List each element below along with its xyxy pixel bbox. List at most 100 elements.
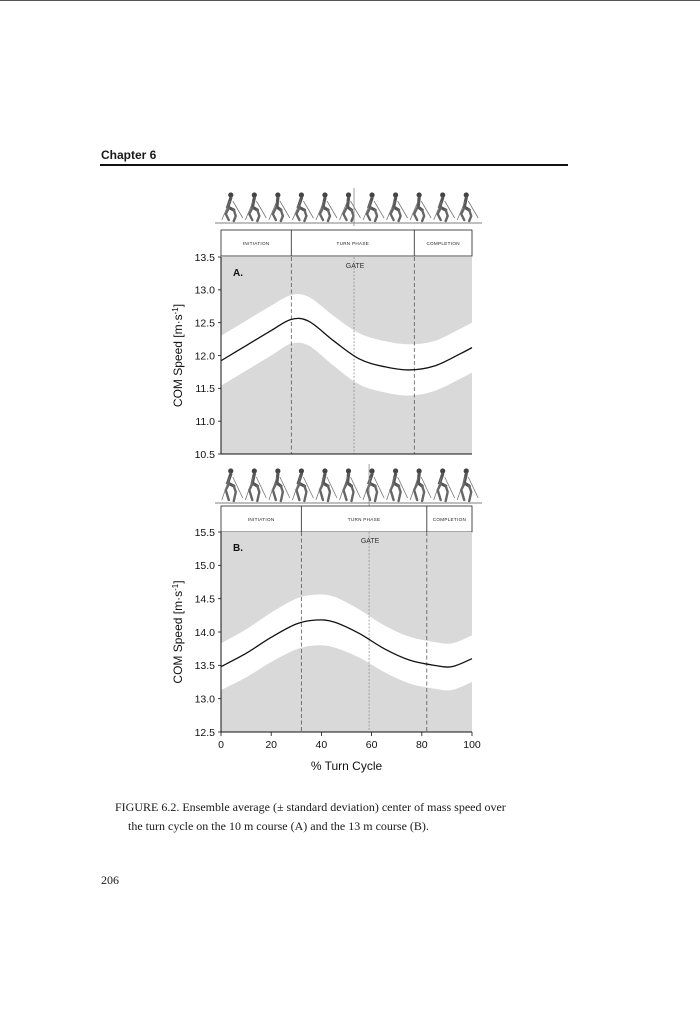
phase-label: TURN PHASE — [348, 517, 381, 522]
skier-legs — [342, 206, 355, 223]
caption-line-2: the turn cycle on the 10 m course (A) an… — [128, 819, 429, 833]
skier-head — [251, 468, 257, 474]
skier-head — [345, 468, 352, 474]
caption-line-1: FIGURE 6.2. Ensemble average (± standard… — [115, 800, 506, 814]
skier-icon — [315, 192, 338, 223]
ski-pole — [433, 476, 456, 501]
phase-header — [220, 229, 473, 257]
ski-pole — [244, 200, 267, 221]
skier-head — [275, 192, 281, 198]
y-tick-label: 11.5 — [195, 383, 215, 395]
ski-pole — [221, 200, 244, 221]
page-number: 206 — [101, 873, 119, 887]
skier-icon — [221, 192, 244, 223]
phase-label: INITIATION — [243, 241, 270, 246]
skier-icon — [409, 192, 432, 223]
ski-pole — [456, 476, 479, 501]
skier-legs — [389, 482, 402, 503]
panel-label: A. — [233, 268, 243, 279]
skier-head — [228, 468, 234, 474]
skier-legs — [318, 206, 332, 223]
y-axis-label: COM Speed [m·s-1] — [171, 580, 185, 683]
panel-a: INITIATION TURN PHASE COMPLETION GATE A. 13.5… — [171, 188, 482, 461]
skier-icon — [362, 468, 385, 503]
skier-legs — [295, 482, 308, 503]
skier-head — [298, 192, 305, 198]
skier-icon — [292, 192, 314, 223]
ski-pole — [362, 476, 385, 501]
skier-legs — [459, 482, 473, 503]
ski-pole — [409, 476, 432, 501]
ski-pole — [315, 200, 338, 221]
ski-pole — [386, 476, 408, 501]
skier-legs — [224, 482, 238, 503]
phase-header — [220, 505, 473, 533]
top-border — [0, 0, 700, 1]
y-tick-label: 13.0 — [195, 285, 216, 297]
y-tick-label: 14.5 — [195, 593, 216, 605]
y-tick-label: 13.5 — [195, 252, 216, 264]
skier-body — [416, 472, 424, 488]
skier-icon — [268, 468, 291, 503]
skier-head — [345, 192, 352, 198]
skier-legs — [248, 482, 261, 503]
figure-caption: FIGURE 6.2. Ensemble average (± standard… — [115, 798, 585, 836]
skier-icon — [315, 468, 338, 503]
y-tick-label: 15.5 — [195, 527, 216, 539]
skier-head — [275, 468, 281, 474]
panel-label: B. — [233, 543, 243, 554]
ski-pole — [339, 200, 361, 221]
ski-pole — [268, 476, 291, 501]
skier-icon — [292, 468, 314, 503]
skier-head — [463, 468, 469, 474]
mean-line — [220, 317, 473, 371]
phase-label: COMPLETION — [426, 241, 459, 246]
skier-icon — [339, 192, 361, 223]
chapter-heading: Chapter 6 — [101, 148, 157, 162]
x-tick-label: 20 — [265, 739, 277, 751]
skier-icon — [409, 468, 432, 503]
skier-legs — [412, 482, 426, 503]
skier-legs — [389, 206, 402, 223]
skier-legs — [365, 206, 379, 223]
phase-label: INITIATION — [248, 517, 275, 522]
x-axis-label: % Turn Cycle — [311, 759, 383, 773]
skier-icon — [433, 468, 456, 503]
ski-pole — [268, 200, 291, 221]
ski-pole — [386, 200, 408, 221]
skier-head — [369, 192, 375, 198]
ski-pole — [362, 200, 385, 221]
skier-legs — [247, 206, 261, 223]
skier-legs — [365, 482, 379, 503]
x-tick-label: 80 — [416, 739, 428, 751]
skier-icon — [244, 468, 267, 503]
phase-label: COMPLETION — [433, 517, 466, 522]
ski-pole — [292, 200, 314, 221]
x-tick-label: 0 — [218, 739, 224, 751]
skier-body — [416, 196, 424, 212]
mean-line — [220, 619, 473, 668]
skier-head — [228, 192, 234, 198]
skier-icon — [362, 192, 385, 223]
skier-legs — [224, 206, 238, 223]
y-tick-label: 12.5 — [195, 727, 216, 739]
skier-head — [463, 192, 469, 198]
skier-head — [440, 192, 446, 198]
skier-head — [440, 468, 446, 474]
panel-b: INITIATION TURN PHASE COMPLETION GATE B. 15.5… — [171, 464, 482, 773]
skier-body — [275, 196, 283, 212]
y-tick-label: 11.0 — [195, 416, 215, 428]
skier-icon — [456, 192, 479, 223]
skier-legs — [436, 482, 449, 503]
skier-icon — [268, 192, 291, 223]
skier-body — [345, 196, 354, 212]
skier-icon — [456, 468, 479, 503]
y-tick-label: 12.5 — [195, 317, 216, 329]
y-tick-label: 12.0 — [195, 350, 216, 362]
skier-head — [322, 468, 328, 474]
ski-pole — [244, 476, 267, 501]
phase-label: TURN PHASE — [336, 241, 369, 246]
ski-pole — [339, 476, 361, 501]
skier-legs — [342, 482, 355, 503]
skier-legs — [459, 206, 473, 223]
